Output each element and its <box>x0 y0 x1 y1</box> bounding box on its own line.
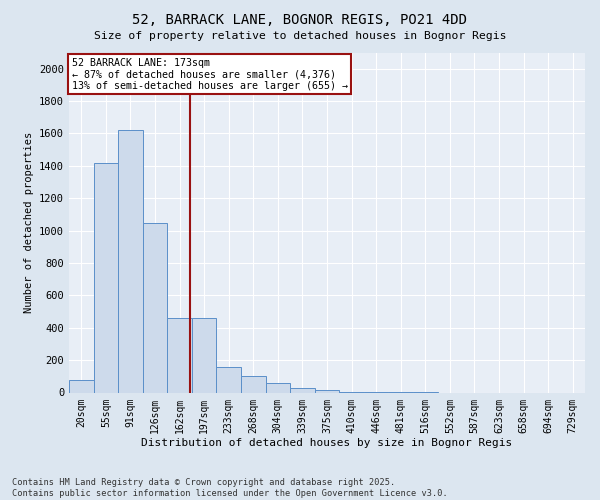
X-axis label: Distribution of detached houses by size in Bognor Regis: Distribution of detached houses by size … <box>142 438 512 448</box>
Bar <box>241 376 266 392</box>
Bar <box>94 162 118 392</box>
Bar <box>266 383 290 392</box>
Y-axis label: Number of detached properties: Number of detached properties <box>23 132 34 313</box>
Text: 52 BARRACK LANE: 173sqm
← 87% of detached houses are smaller (4,376)
13% of semi: 52 BARRACK LANE: 173sqm ← 87% of detache… <box>71 58 347 91</box>
Bar <box>167 318 192 392</box>
Text: Contains HM Land Registry data © Crown copyright and database right 2025.
Contai: Contains HM Land Registry data © Crown c… <box>12 478 448 498</box>
Text: Size of property relative to detached houses in Bognor Regis: Size of property relative to detached ho… <box>94 31 506 41</box>
Bar <box>217 368 241 392</box>
Text: 52, BARRACK LANE, BOGNOR REGIS, PO21 4DD: 52, BARRACK LANE, BOGNOR REGIS, PO21 4DD <box>133 12 467 26</box>
Bar <box>315 390 339 392</box>
Bar <box>192 318 217 392</box>
Bar <box>143 222 167 392</box>
Bar <box>69 380 94 392</box>
Bar <box>118 130 143 392</box>
Bar <box>290 388 315 392</box>
